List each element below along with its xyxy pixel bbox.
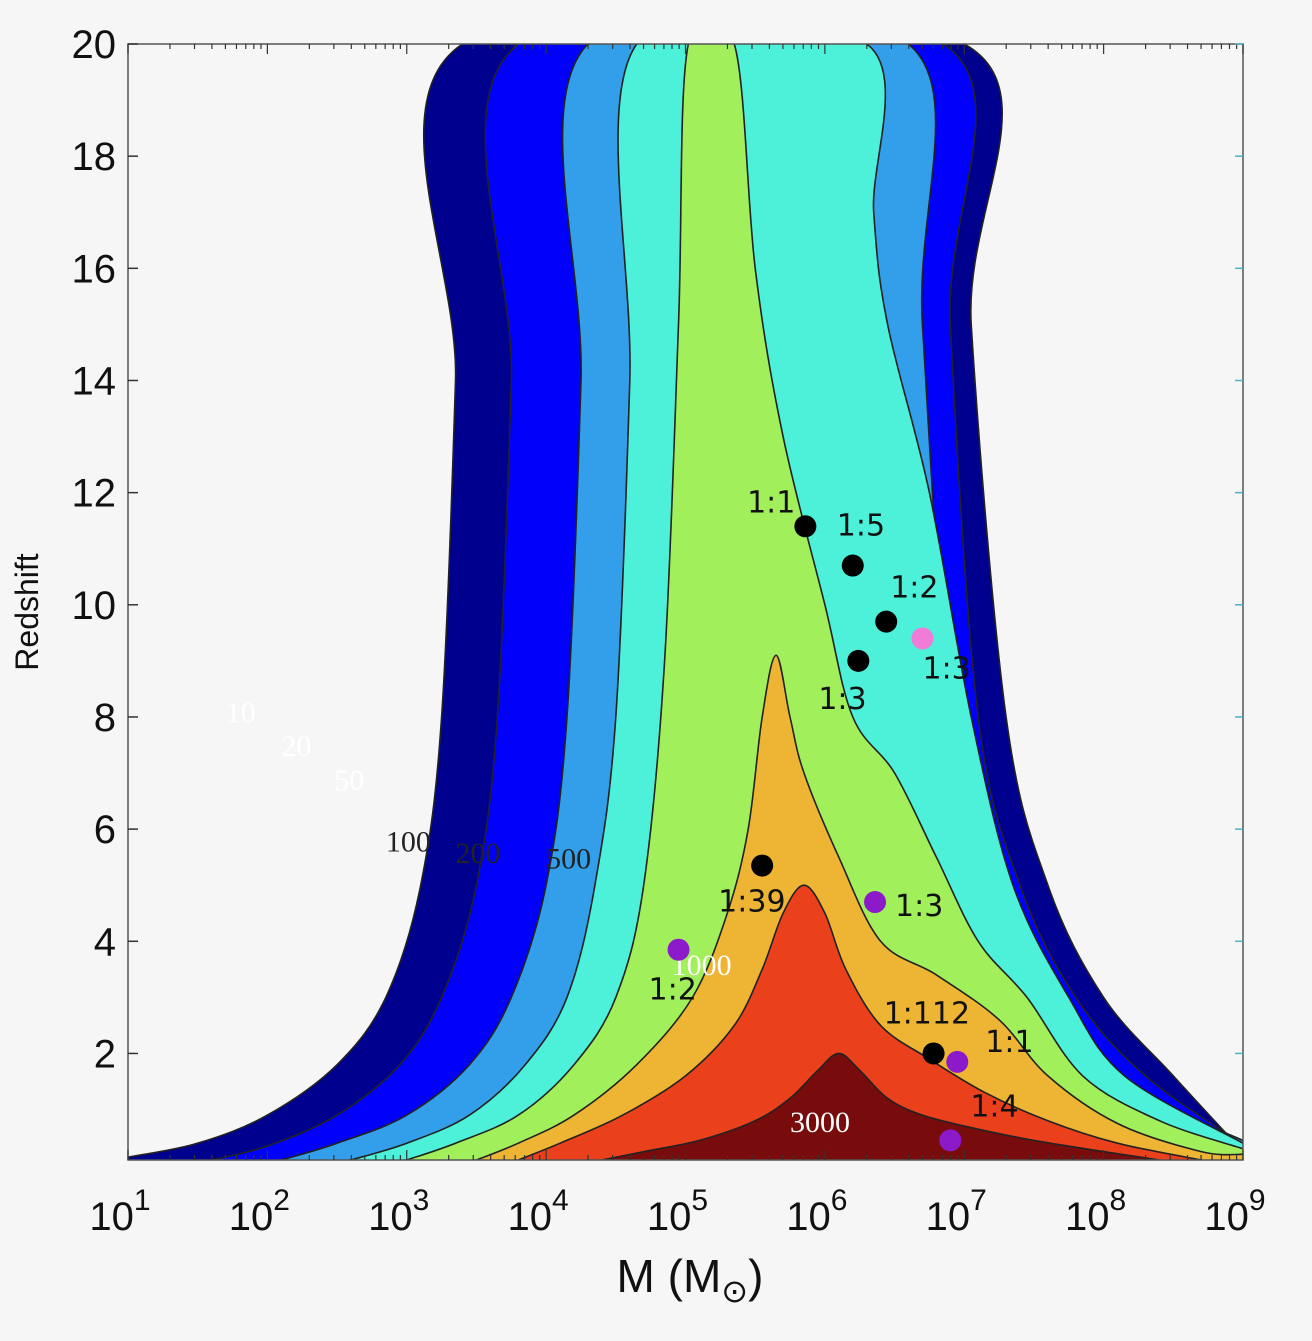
y-tick-label: 10 (72, 584, 117, 628)
y-tick-label: 20 (72, 23, 117, 67)
x-axis-title-close: ) (748, 1250, 763, 1302)
contour-label-20: 20 (281, 730, 311, 763)
y-tick-label: 2 (94, 1032, 116, 1076)
merger-point (864, 891, 887, 914)
x-tick-label: 104 (508, 1184, 569, 1239)
x-tick-exponent: 8 (1110, 1184, 1127, 1217)
merger-point-label: 1:39 (718, 885, 785, 920)
y-tick-label: 8 (94, 696, 116, 740)
x-tick-exponent: 4 (552, 1184, 569, 1217)
contour-label-50: 50 (334, 764, 364, 797)
merger-point (922, 1042, 945, 1065)
merger-point (847, 649, 870, 672)
merger-point-label: 1:2 (649, 973, 697, 1008)
contour-label-100: 100 (386, 826, 431, 859)
sun-symbol: ⊙ (721, 1273, 748, 1309)
merger-point-label: 1:5 (837, 509, 885, 544)
axis-ticks (127, 43, 1244, 1160)
y-tick-label: 14 (72, 359, 117, 403)
merger-point (841, 554, 864, 577)
x-tick-exponent: 6 (831, 1184, 848, 1217)
x-tick-base: 10 (368, 1195, 413, 1239)
x-tick-base: 10 (647, 1195, 692, 1239)
x-tick-label: 109 (1204, 1184, 1265, 1239)
x-tick-label: 103 (368, 1184, 429, 1239)
x-tick-exponent: 2 (273, 1184, 290, 1217)
merger-point (751, 854, 774, 877)
merger-point (911, 627, 934, 650)
merger-point-label: 1:3 (818, 682, 866, 717)
x-tick-label: 107 (926, 1184, 987, 1239)
y-tick-label: 12 (72, 472, 117, 516)
x-tick-exponent: 1 (134, 1184, 151, 1217)
merger-point-label: 1:3 (895, 889, 943, 924)
merger-point-label: 1:4 (970, 1089, 1018, 1124)
x-tick-label: 105 (647, 1184, 708, 1239)
x-axis-title: M (M⊙) (617, 1250, 764, 1309)
x-axis-title-text: M (M (617, 1250, 722, 1302)
merger-point-label: 1:3 (922, 651, 970, 686)
merger-point-label: 1:112 (884, 996, 970, 1031)
merger-point (794, 515, 817, 538)
y-axis-title: Redshift (9, 553, 45, 671)
x-tick-label: 106 (786, 1184, 847, 1239)
contour-band-3000 (582, 1052, 1164, 1160)
merger-point (946, 1050, 969, 1073)
x-tick-exponent: 5 (691, 1184, 708, 1217)
contour-label-500: 500 (546, 842, 591, 875)
y-tick-label: 4 (94, 920, 116, 964)
x-tick-base: 10 (1204, 1195, 1249, 1239)
x-tick-base: 10 (1065, 1195, 1110, 1239)
x-tick-base: 10 (786, 1195, 831, 1239)
x-tick-base: 10 (229, 1195, 274, 1239)
merger-point-label: 1:1 (747, 485, 795, 520)
x-tick-label: 101 (89, 1184, 150, 1239)
merger-point-label: 1:1 (985, 1025, 1033, 1060)
contour-band-500 (461, 654, 1243, 1160)
contour-band-1000 (501, 884, 1204, 1160)
contour-label-10: 10 (226, 697, 256, 730)
x-tick-label: 108 (1065, 1184, 1126, 1239)
x-tick-exponent: 3 (413, 1184, 430, 1217)
merger-point (875, 610, 898, 633)
contour-label-3000: 3000 (790, 1106, 850, 1139)
x-tick-base: 10 (508, 1195, 553, 1239)
x-tick-base: 10 (926, 1195, 971, 1239)
x-tick-exponent: 7 (970, 1184, 987, 1217)
y-tick-label: 16 (72, 247, 117, 291)
contour-label-200: 200 (456, 837, 501, 870)
x-tick-label: 102 (229, 1184, 290, 1239)
contour-bands (128, 44, 1243, 1160)
y-tick-label: 6 (94, 808, 116, 852)
x-tick-exponent: 9 (1249, 1184, 1266, 1217)
x-tick-base: 10 (89, 1195, 134, 1239)
y-tick-label: 18 (72, 135, 117, 179)
merger-point-label: 1:2 (890, 571, 938, 606)
merger-points (667, 515, 969, 1152)
y-tick-labels: 2 4 6 8 10 12 14 16 18 20 (72, 23, 117, 1076)
merger-point (667, 938, 690, 961)
x-tick-labels: 101 102 103 104 105 106 107 108 109 (89, 1184, 1265, 1239)
merger-point (939, 1129, 962, 1152)
